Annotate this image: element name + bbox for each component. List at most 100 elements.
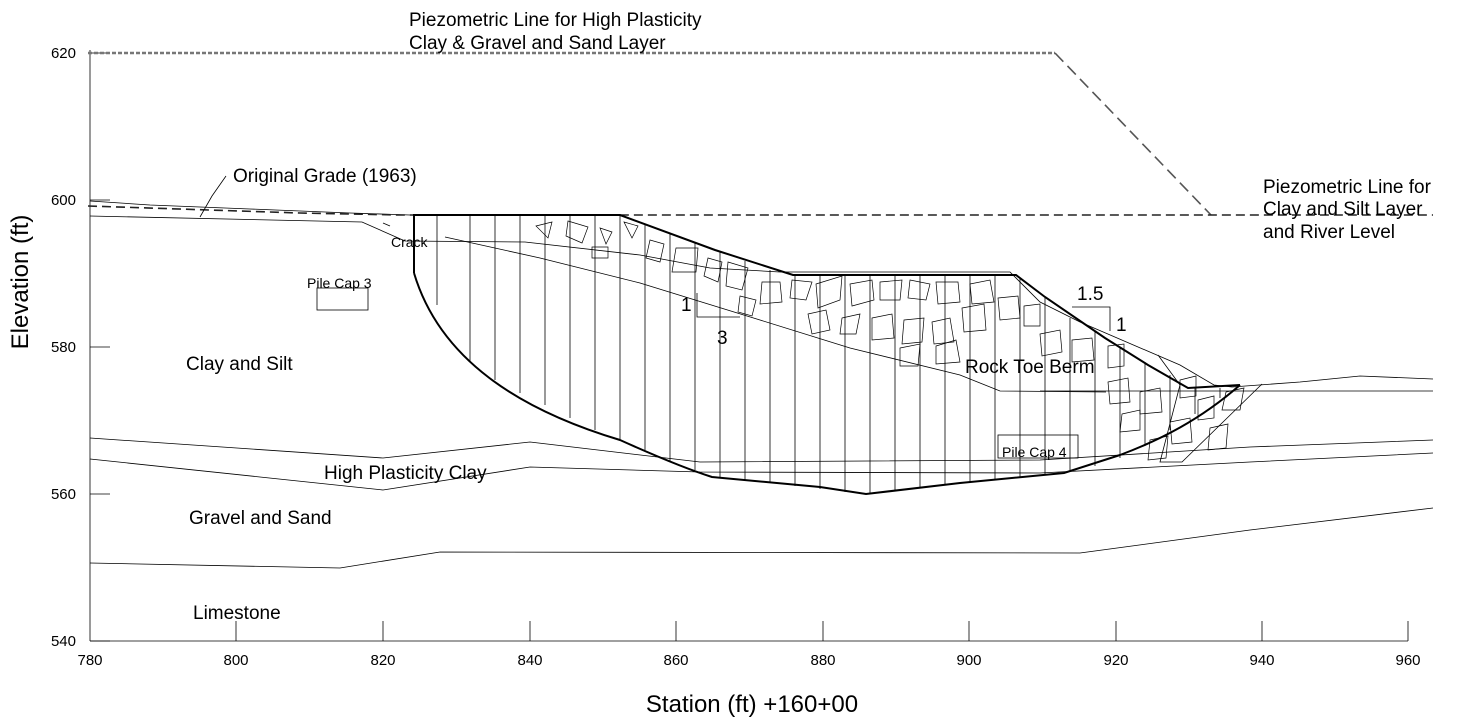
x-tick-label: 880 bbox=[810, 652, 835, 669]
rock-fragment bbox=[997, 295, 1021, 321]
x-tick-label: 900 bbox=[956, 652, 981, 669]
x-tick-label: 960 bbox=[1395, 652, 1420, 669]
rock-fragment bbox=[789, 279, 813, 301]
x-tick-label: 820 bbox=[370, 652, 395, 669]
rock-fragment bbox=[535, 221, 553, 239]
rock-fragment bbox=[671, 247, 699, 273]
rock-fragment bbox=[935, 281, 961, 305]
rock-fragment bbox=[907, 279, 931, 301]
slope-2-run-label: 1.5 bbox=[1077, 284, 1103, 305]
slope-1-rise-label: 1 bbox=[681, 295, 692, 316]
high-plasticity-clay-label: High Plasticity Clay bbox=[324, 463, 487, 484]
pile-cap-3-box bbox=[316, 287, 369, 311]
crack-label: Crack bbox=[391, 234, 429, 250]
rock-fragment bbox=[1107, 343, 1125, 369]
rock-fragment bbox=[623, 221, 639, 239]
gravel-sand-label: Gravel and Sand bbox=[189, 508, 332, 529]
rock-fragment bbox=[969, 279, 995, 305]
y-tick-label: 600 bbox=[51, 192, 76, 209]
piezometric-line-high-plasticity-drop bbox=[1054, 52, 1212, 216]
slice-lines bbox=[436, 215, 1221, 493]
piezometric-lines bbox=[87, 51, 1433, 216]
rock-fragment bbox=[1039, 329, 1063, 357]
rock-fragment bbox=[1071, 337, 1095, 363]
rock-fragment bbox=[961, 303, 987, 333]
rock-fragment bbox=[565, 220, 589, 244]
clay-silt-bottom-line bbox=[89, 437, 1434, 463]
y-tick-label: 560 bbox=[51, 486, 76, 503]
original-grade-label: Original Grade (1963) bbox=[233, 166, 417, 187]
axes: 540 560 580 600 620 780 800 820 840 860 … bbox=[7, 45, 1421, 718]
rock-fragment bbox=[1179, 375, 1197, 399]
rock-fragment bbox=[807, 309, 831, 335]
rock-fragment bbox=[703, 257, 723, 283]
gravel-sand-bottom-line bbox=[89, 507, 1434, 569]
rock-fragment bbox=[839, 313, 861, 335]
x-tick-label: 780 bbox=[77, 652, 102, 669]
y-axis-title: Elevation (ft) bbox=[7, 215, 34, 350]
pile-cap-3-label: Pile Cap 3 bbox=[307, 275, 372, 291]
rock-fragment bbox=[1139, 387, 1163, 415]
piezometric-line-clay-silt bbox=[87, 205, 1433, 216]
rock-fragment bbox=[1147, 435, 1169, 461]
y-tick-label: 620 bbox=[51, 45, 76, 62]
limestone-label: Limestone bbox=[193, 603, 281, 624]
rock-fragment bbox=[1207, 423, 1229, 451]
crack-leader bbox=[382, 222, 391, 227]
rock-fragment bbox=[737, 295, 757, 317]
rock-fragment bbox=[599, 227, 613, 245]
rock-fragment bbox=[879, 279, 903, 301]
rock-fragment bbox=[1107, 377, 1131, 405]
x-tick-label: 920 bbox=[1103, 652, 1128, 669]
piezometric-clay-silt-label-line1: Piezometric Line for bbox=[1263, 177, 1432, 198]
rock-fragment bbox=[1221, 387, 1245, 411]
original-berm-line bbox=[444, 236, 1107, 393]
piezometric-high-plasticity-label-line1: Piezometric Line for High Plasticity bbox=[409, 10, 702, 31]
berm-outer-edge bbox=[1157, 354, 1263, 463]
pile-caps: Pile Cap 3 Pile Cap 4 bbox=[307, 275, 1079, 460]
rock-fragment bbox=[1023, 303, 1041, 327]
rock-fragment bbox=[849, 279, 875, 307]
rock-fragment bbox=[645, 239, 665, 263]
annotations: Piezometric Line for High Plasticity Cla… bbox=[186, 10, 1432, 624]
x-tick-label: 940 bbox=[1249, 652, 1274, 669]
failure-surface-outline bbox=[413, 214, 1241, 496]
y-tick-label: 580 bbox=[51, 339, 76, 356]
piezometric-clay-silt-label-line2: Clay and Silt Layer bbox=[1263, 199, 1423, 220]
piezometric-clay-silt-label-line3: and River Level bbox=[1263, 222, 1395, 243]
x-tick-label: 840 bbox=[517, 652, 542, 669]
pile-cap-4-label: Pile Cap 4 bbox=[1002, 444, 1067, 460]
slope-indicators: 1 3 1.5 1 bbox=[681, 284, 1127, 349]
piezometric-high-plasticity-label-line2: Clay & Gravel and Sand Layer bbox=[409, 33, 666, 54]
rock-fragment bbox=[931, 317, 955, 345]
x-tick-label: 860 bbox=[663, 652, 688, 669]
original-grade-leader bbox=[199, 175, 227, 218]
rock-fragment bbox=[899, 343, 921, 367]
slope-1-to-3-marker bbox=[696, 293, 740, 318]
y-tick-label: 540 bbox=[51, 633, 76, 650]
x-axis-title: Station (ft) +160+00 bbox=[646, 691, 858, 718]
pile-cap-4-box bbox=[997, 434, 1079, 459]
rock-fragment bbox=[901, 317, 925, 345]
rock-fragment bbox=[725, 261, 749, 291]
rock-toe-berm-label: Rock Toe Berm bbox=[965, 357, 1095, 378]
rock-fragment bbox=[935, 339, 961, 365]
rock-fragment bbox=[871, 313, 895, 341]
rock-fragment bbox=[1119, 409, 1141, 433]
rock-fragment bbox=[591, 246, 609, 259]
slope-1-5-to-1-marker bbox=[1072, 306, 1111, 331]
rock-fragment bbox=[1197, 395, 1215, 421]
rock-fragment bbox=[1169, 417, 1193, 445]
clay-silt-label: Clay and Silt bbox=[186, 354, 293, 375]
slope-2-rise-label: 1 bbox=[1116, 315, 1127, 336]
rock-fragment bbox=[815, 275, 843, 309]
leader-lines bbox=[199, 175, 391, 227]
x-tick-label: 800 bbox=[223, 652, 248, 669]
rock-fragment bbox=[759, 281, 783, 305]
failure-surface bbox=[413, 214, 1241, 496]
slope-1-run-label: 3 bbox=[717, 328, 728, 349]
high-plasticity-clay-bottom-line bbox=[89, 452, 1434, 491]
rock-toe-berm bbox=[535, 220, 1263, 463]
ground-surface-line bbox=[89, 215, 1434, 388]
